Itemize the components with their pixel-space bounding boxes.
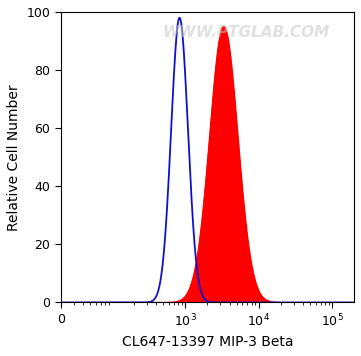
Text: WWW.PTGLAB.COM: WWW.PTGLAB.COM — [162, 25, 329, 40]
Y-axis label: Relative Cell Number: Relative Cell Number — [7, 84, 21, 231]
X-axis label: CL647-13397 MIP-3 Beta: CL647-13397 MIP-3 Beta — [122, 335, 293, 349]
